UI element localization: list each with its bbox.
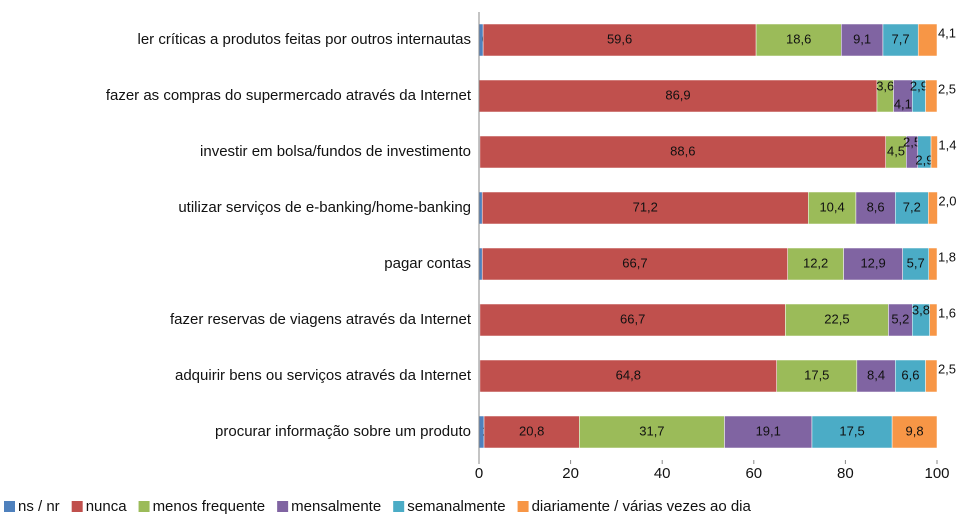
bar-segment — [843, 247, 903, 281]
x-tick-label: 100 — [924, 465, 949, 482]
bar-segment — [481, 191, 809, 225]
bar-segment — [481, 247, 788, 281]
legend-swatch — [393, 501, 405, 512]
value-label: 31,7 — [639, 423, 664, 438]
legend-swatch — [138, 501, 150, 512]
bar-segment — [579, 415, 725, 449]
value-label: 9,8 — [906, 423, 924, 438]
value-label: 2,0 — [938, 193, 956, 208]
value-label: 2,5 — [903, 134, 921, 149]
category-label: adquirir bens ou serviços através da Int… — [175, 367, 472, 384]
bar-segment — [479, 359, 777, 393]
category-label: fazer reservas de viagens através da Int… — [170, 311, 472, 328]
value-label: 7,7 — [892, 31, 910, 46]
category-label: utilizar serviços de e-banking/home-bank… — [178, 199, 471, 216]
value-label: 12,9 — [860, 255, 885, 270]
bar-segment — [808, 191, 857, 225]
legend-swatch — [71, 501, 83, 512]
bar-segment — [479, 135, 886, 169]
x-tick-label: 80 — [837, 465, 854, 482]
bar-segment — [856, 359, 896, 393]
bar-segment — [841, 23, 884, 57]
bar-segment — [895, 191, 929, 225]
value-label: 5,2 — [891, 311, 909, 326]
value-label: 2,9 — [915, 152, 933, 167]
value-label: 17,5 — [839, 423, 864, 438]
x-tick-label: 60 — [745, 465, 762, 482]
x-tick-label: 20 — [562, 465, 579, 482]
bar-segment — [925, 359, 938, 393]
value-label: 5,7 — [907, 255, 925, 270]
bar-segment — [724, 415, 813, 449]
legend-label: menos frequente — [153, 498, 266, 515]
legend-swatch — [4, 501, 15, 512]
value-label: 18,6 — [786, 31, 811, 46]
bar-segment — [882, 23, 919, 57]
value-label: 2,9 — [910, 78, 928, 93]
bar-segment — [787, 247, 844, 281]
legend-label: mensalmente — [291, 498, 381, 515]
value-label: 10,4 — [819, 199, 844, 214]
value-label: 1,6 — [938, 305, 956, 320]
category-label: fazer as compras do supermercado através… — [106, 87, 472, 104]
bar-segment — [478, 79, 878, 113]
value-label: 3,8 — [912, 302, 930, 317]
value-label: 9,1 — [853, 31, 871, 46]
bar-segment — [928, 191, 938, 225]
value-label: 8,6 — [867, 199, 885, 214]
category-label: investir em bolsa/fundos de investimento — [200, 143, 471, 160]
bar-segment — [902, 247, 930, 281]
legend-label: semanalmente — [407, 498, 505, 515]
category-label: ler críticas a produtos feitas por outro… — [137, 31, 471, 48]
bar-segment — [929, 303, 938, 337]
x-tick-label: 0 — [475, 465, 483, 482]
value-label: 1,4 — [938, 137, 956, 152]
value-label: 64,8 — [616, 367, 641, 382]
value-label: 22,5 — [824, 311, 849, 326]
bar-segment — [917, 23, 938, 57]
value-label: 20,8 — [519, 423, 544, 438]
value-label: 88,6 — [670, 143, 695, 158]
bar-segment — [482, 23, 757, 57]
value-label: 17,5 — [804, 367, 829, 382]
bar-segment — [895, 359, 926, 393]
legend-label: diariamente / várias vezes ao dia — [532, 498, 752, 515]
value-label: 3,6 — [876, 78, 894, 93]
legend-swatch — [517, 501, 529, 512]
category-label: pagar contas — [384, 255, 471, 272]
value-label: 19,1 — [756, 423, 781, 438]
value-label: 66,7 — [622, 255, 647, 270]
bar-segment — [776, 359, 858, 393]
legend-label: nunca — [86, 498, 128, 515]
value-label: 71,2 — [633, 199, 658, 214]
value-label: 4,1 — [894, 96, 912, 111]
value-label: 2,5 — [938, 361, 956, 376]
bar-segment — [811, 415, 893, 449]
value-label: 1,8 — [938, 249, 956, 264]
legend-swatch — [277, 501, 289, 512]
value-label: 8,4 — [867, 367, 885, 382]
legend-label: ns / nr — [18, 498, 60, 515]
value-label: 66,7 — [620, 311, 645, 326]
x-tick-label: 40 — [654, 465, 671, 482]
value-label: 4,5 — [887, 143, 905, 158]
value-label: 6,6 — [901, 367, 919, 382]
value-label: 2,5 — [938, 81, 956, 96]
bar-segment — [930, 135, 938, 169]
bar-segment — [855, 191, 896, 225]
category-label: procurar informação sobre um produto — [215, 423, 471, 440]
bar-segment — [479, 303, 786, 337]
bar-segment — [891, 415, 938, 449]
bar-segment — [925, 79, 938, 113]
value-label: 86,9 — [665, 87, 690, 102]
bar-segment — [785, 303, 889, 337]
value-label: 59,6 — [607, 31, 632, 46]
value-label: 7,2 — [903, 199, 921, 214]
bar-segment — [928, 247, 938, 281]
value-label: 12,2 — [803, 255, 828, 270]
value-label: 4,1 — [938, 25, 956, 40]
bar-segment — [755, 23, 842, 57]
